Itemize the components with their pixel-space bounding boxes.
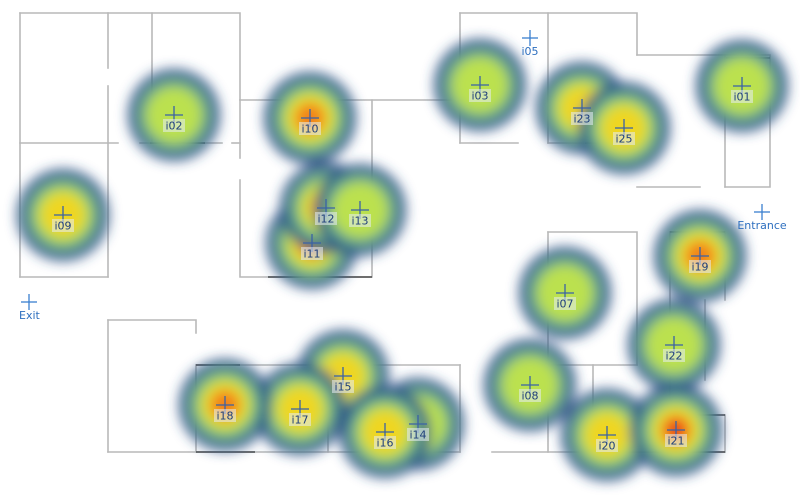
- marker-label-exit: Exit: [19, 309, 41, 322]
- marker-label-entrance: Entrance: [737, 219, 787, 232]
- marker-label-i05: i05: [521, 45, 538, 58]
- heat-layer: [17, 39, 788, 481]
- marker-exit[interactable]: Exit: [19, 294, 41, 322]
- point-marker-i01[interactable]: i01: [731, 77, 753, 104]
- marker-layer: i01 i02 i03 i07 i08 i09 i10 i11 i12 i13 i14 i15 i16 i…: [19, 30, 787, 453]
- point-marker-i14[interactable]: i14: [407, 415, 429, 442]
- point-label-i13: i13: [351, 215, 368, 228]
- point-label-i23: i23: [573, 113, 590, 126]
- point-marker-i13[interactable]: i13: [349, 201, 371, 228]
- point-marker-i11[interactable]: i11: [301, 234, 323, 261]
- point-label-i21: i21: [667, 435, 684, 448]
- point-marker-i08[interactable]: i08: [519, 376, 541, 403]
- point-marker-i02[interactable]: i02: [163, 106, 185, 133]
- point-marker-i09[interactable]: i09: [52, 206, 74, 233]
- point-label-i07: i07: [556, 298, 573, 311]
- point-marker-i22[interactable]: i22: [663, 336, 685, 363]
- point-label-i20: i20: [598, 440, 615, 453]
- point-marker-i15[interactable]: i15: [332, 367, 354, 394]
- point-marker-i12[interactable]: i12: [315, 199, 337, 226]
- point-label-i01: i01: [733, 91, 750, 104]
- point-marker-i23[interactable]: i23: [571, 99, 593, 126]
- point-label-i19: i19: [691, 261, 708, 274]
- point-label-i10: i10: [301, 123, 318, 136]
- point-marker-i25[interactable]: i25: [613, 119, 635, 146]
- point-label-i15: i15: [334, 381, 351, 394]
- point-label-i22: i22: [665, 350, 682, 363]
- point-label-i25: i25: [615, 133, 632, 146]
- point-label-i03: i03: [471, 90, 488, 103]
- point-label-i08: i08: [521, 390, 538, 403]
- point-label-i02: i02: [165, 120, 182, 133]
- point-marker-i10[interactable]: i10: [299, 109, 321, 136]
- point-label-i16: i16: [376, 437, 393, 450]
- point-label-i17: i17: [291, 414, 308, 427]
- point-marker-i18[interactable]: i18: [214, 396, 236, 423]
- point-marker-i19[interactable]: i19: [689, 247, 711, 274]
- point-label-i14: i14: [409, 429, 426, 442]
- point-label-i11: i11: [303, 248, 320, 261]
- point-marker-i07[interactable]: i07: [554, 284, 576, 311]
- point-marker-i17[interactable]: i17: [289, 400, 311, 427]
- point-marker-i03[interactable]: i03: [469, 76, 491, 103]
- point-marker-i16[interactable]: i16: [374, 423, 396, 450]
- point-label-i12: i12: [317, 213, 334, 226]
- point-marker-i20[interactable]: i20: [596, 426, 618, 453]
- point-marker-i21[interactable]: i21: [665, 421, 687, 448]
- marker-i05[interactable]: i05: [521, 30, 539, 58]
- point-label-i18: i18: [216, 410, 233, 423]
- marker-entrance[interactable]: Entrance: [737, 204, 787, 232]
- point-label-i09: i09: [54, 220, 71, 233]
